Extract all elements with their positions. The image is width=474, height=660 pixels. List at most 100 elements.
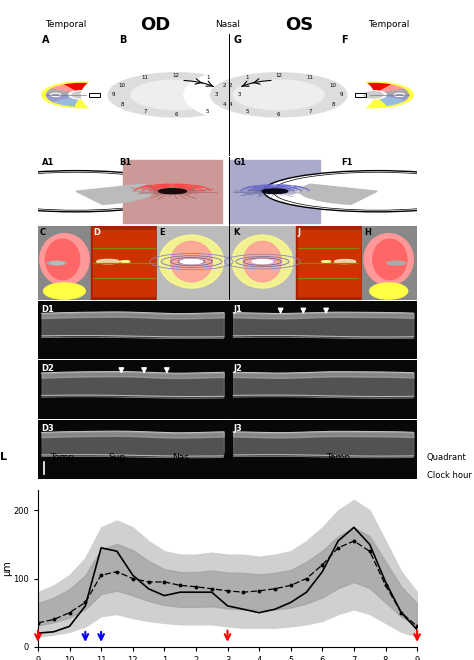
Text: 12: 12 — [275, 73, 282, 78]
Y-axis label: μm: μm — [2, 560, 12, 576]
Text: 8: 8 — [331, 102, 335, 107]
Text: J2: J2 — [233, 364, 242, 374]
Ellipse shape — [370, 283, 408, 299]
Circle shape — [50, 262, 64, 265]
Ellipse shape — [364, 234, 413, 285]
Text: 1: 1 — [206, 75, 210, 81]
Wedge shape — [374, 85, 404, 95]
Text: G1: G1 — [233, 158, 246, 167]
Text: Temporal: Temporal — [46, 20, 87, 30]
Text: 8: 8 — [120, 102, 124, 107]
Text: 3: 3 — [214, 92, 218, 98]
Bar — [229, 360, 417, 419]
Bar — [91, 226, 157, 300]
Circle shape — [273, 172, 474, 210]
Wedge shape — [253, 95, 279, 104]
Text: 2: 2 — [229, 82, 232, 88]
Circle shape — [262, 189, 288, 193]
Bar — [229, 300, 417, 360]
Bar — [121, 36, 231, 154]
Circle shape — [252, 259, 273, 263]
Bar — [38, 300, 228, 360]
Circle shape — [361, 90, 386, 99]
Circle shape — [72, 92, 91, 98]
Text: K: K — [233, 228, 239, 238]
Wedge shape — [356, 84, 391, 95]
Wedge shape — [155, 92, 176, 98]
Text: 9: 9 — [339, 92, 343, 98]
Text: OS: OS — [285, 16, 314, 34]
Wedge shape — [55, 95, 82, 106]
Circle shape — [42, 82, 121, 108]
Wedge shape — [46, 95, 82, 102]
Text: A: A — [42, 35, 49, 45]
Bar — [355, 93, 366, 96]
Circle shape — [184, 64, 374, 125]
Wedge shape — [356, 95, 385, 106]
Wedge shape — [176, 95, 202, 104]
Ellipse shape — [44, 283, 85, 299]
Text: H: H — [364, 228, 371, 238]
Circle shape — [131, 80, 222, 110]
Bar — [38, 360, 228, 419]
Ellipse shape — [159, 235, 224, 288]
Circle shape — [97, 259, 119, 264]
Circle shape — [321, 261, 331, 263]
Wedge shape — [75, 95, 99, 106]
Circle shape — [46, 84, 117, 106]
Text: Inf: Inf — [222, 453, 233, 461]
Text: OD: OD — [140, 16, 171, 34]
Text: D: D — [93, 228, 100, 238]
Text: Temp: Temp — [50, 453, 73, 461]
Bar — [123, 160, 222, 223]
Text: Sup: Sup — [108, 453, 126, 461]
Wedge shape — [374, 95, 409, 100]
Wedge shape — [150, 95, 176, 104]
Text: 6: 6 — [174, 112, 178, 117]
Wedge shape — [82, 95, 117, 105]
Wedge shape — [343, 85, 374, 95]
Circle shape — [335, 259, 356, 263]
Bar — [229, 160, 320, 223]
Ellipse shape — [40, 234, 89, 285]
Text: Clock hour: Clock hour — [427, 471, 472, 480]
Text: 10: 10 — [118, 82, 126, 88]
Text: 10: 10 — [329, 82, 337, 88]
Wedge shape — [82, 85, 112, 95]
Wedge shape — [82, 89, 117, 95]
Text: 4: 4 — [229, 102, 232, 107]
Text: G: G — [233, 35, 241, 45]
Circle shape — [264, 171, 474, 212]
Bar — [38, 420, 228, 478]
Circle shape — [47, 261, 66, 265]
Wedge shape — [148, 82, 204, 95]
Bar — [38, 226, 91, 300]
Circle shape — [387, 261, 406, 265]
Text: C: C — [40, 228, 46, 238]
Circle shape — [210, 73, 347, 117]
Bar — [298, 230, 360, 296]
Text: B: B — [119, 35, 127, 45]
Wedge shape — [374, 89, 409, 95]
Text: 11: 11 — [307, 75, 313, 81]
Text: 5: 5 — [206, 110, 210, 114]
Circle shape — [159, 189, 186, 194]
Wedge shape — [300, 184, 377, 205]
Ellipse shape — [46, 239, 80, 280]
Ellipse shape — [171, 242, 212, 282]
Ellipse shape — [244, 242, 282, 282]
Bar — [157, 226, 228, 300]
Circle shape — [364, 92, 383, 98]
Text: J3: J3 — [233, 424, 242, 433]
Wedge shape — [279, 92, 301, 98]
Bar — [229, 226, 296, 300]
Text: 11: 11 — [142, 75, 148, 81]
Text: 7: 7 — [143, 110, 147, 114]
Text: D2: D2 — [41, 364, 54, 374]
Text: E: E — [159, 228, 165, 238]
Text: 4: 4 — [223, 102, 226, 107]
Text: F: F — [341, 35, 348, 45]
Circle shape — [0, 171, 190, 212]
Circle shape — [0, 172, 181, 210]
Circle shape — [82, 64, 271, 125]
